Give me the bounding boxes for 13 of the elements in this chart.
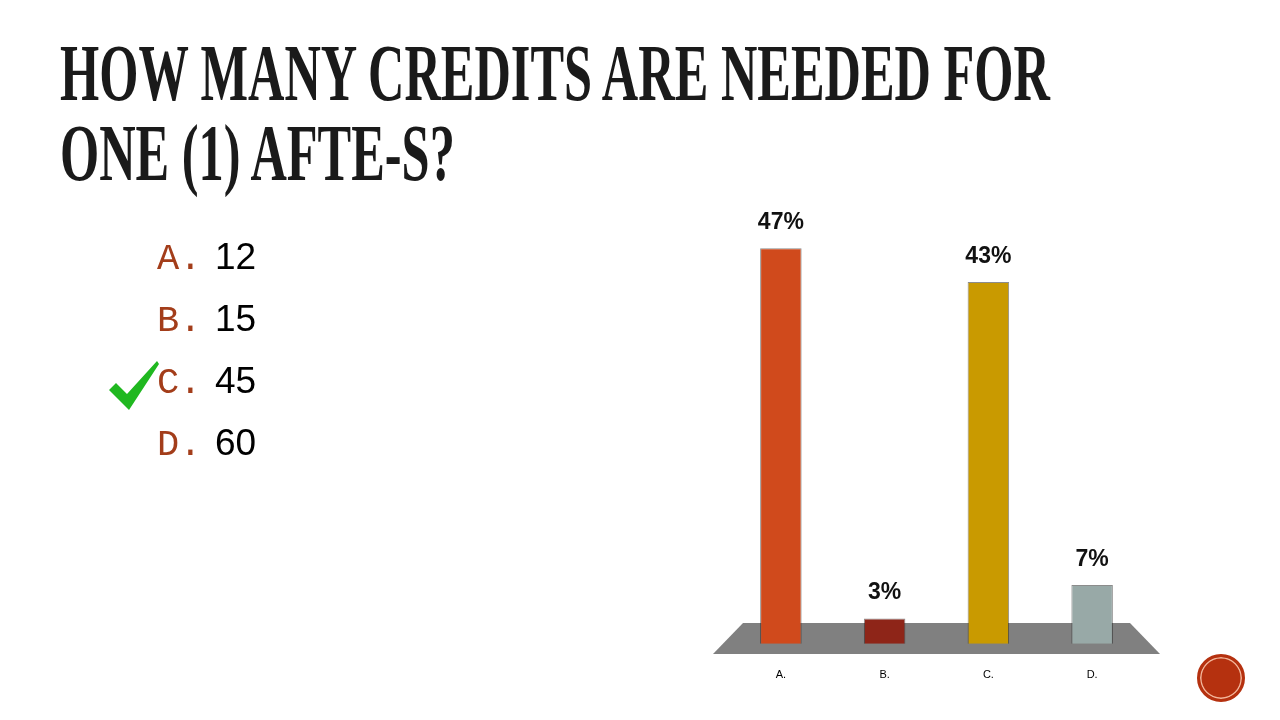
x-tick-label: A. xyxy=(775,668,787,681)
text: A. 12 xyxy=(157,235,257,282)
text: D. 60 xyxy=(157,421,257,468)
text: C. 45 xyxy=(157,359,257,406)
x-tick-label: C. xyxy=(982,668,994,681)
text: B. 15 xyxy=(157,297,257,344)
x-tick-label: B. xyxy=(879,668,890,681)
data-label: 3% xyxy=(868,578,902,605)
data-label: 47% xyxy=(757,208,804,235)
data-label: 43% xyxy=(965,241,1012,268)
data-label: 7% xyxy=(1075,544,1109,571)
x-tick-label: D. xyxy=(1086,668,1098,681)
chart-title: HOW MANY CREDITS ARE NEEDED FOR ONE (1) AFTE-S? xyxy=(60,29,1052,197)
